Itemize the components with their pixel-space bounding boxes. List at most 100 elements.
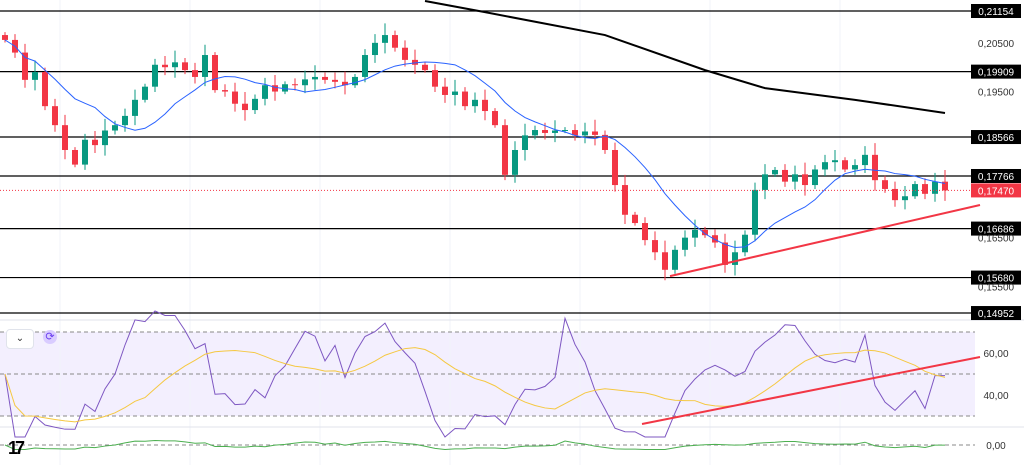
candle: [902, 186, 908, 210]
candle: [612, 142, 618, 192]
candle: [532, 125, 538, 140]
candle: [362, 49, 368, 83]
candle-body: [732, 252, 738, 265]
candle-body: [842, 160, 848, 170]
rsi-tick: 60,00: [983, 349, 1008, 360]
level-label-box: [971, 4, 1021, 18]
candle: [442, 77, 448, 103]
candle-body: [292, 84, 298, 86]
candle: [132, 89, 138, 126]
candle-body: [592, 131, 598, 135]
candle: [322, 72, 328, 84]
candle: [522, 123, 528, 161]
candle-body: [922, 184, 928, 194]
rsi-trendline: [641, 356, 981, 425]
candle-body: [472, 99, 478, 107]
level-label: 0,17766: [978, 172, 1015, 183]
candle: [572, 124, 578, 141]
candle-body: [252, 98, 258, 111]
candle: [312, 65, 318, 90]
candle: [842, 157, 848, 173]
candle-body: [442, 86, 448, 95]
candle: [172, 50, 178, 78]
candle: [492, 108, 498, 128]
candle: [42, 67, 48, 111]
candle-body: [282, 84, 288, 92]
candle: [372, 34, 378, 63]
candle-body: [542, 130, 548, 133]
level-label: 0,18566: [978, 133, 1015, 144]
candle-body: [792, 174, 798, 182]
candle-body: [432, 70, 438, 87]
candle-body: [822, 162, 828, 170]
candle-body: [22, 52, 28, 80]
candle-body: [482, 99, 488, 112]
candle-body: [242, 103, 248, 111]
candle: [162, 55, 168, 76]
candle-body: [622, 185, 628, 215]
candle: [282, 81, 288, 95]
candle: [582, 122, 588, 144]
rsi-tick: 40,00: [983, 391, 1008, 402]
candle: [202, 44, 208, 87]
candle: [722, 233, 728, 273]
candle-body: [862, 154, 868, 166]
candle-body: [852, 165, 858, 170]
candle: [332, 72, 338, 89]
candle-body: [162, 64, 168, 68]
candle-body: [422, 64, 428, 71]
candle-body: [172, 62, 178, 68]
candle-body: [102, 130, 108, 146]
candle: [922, 178, 928, 200]
candle-body: [802, 174, 808, 186]
candle-body: [582, 131, 588, 136]
candle-body: [382, 35, 388, 43]
candle: [62, 114, 68, 160]
candle: [832, 149, 838, 172]
moving-average-line: [4, 39, 946, 248]
candle-body: [612, 149, 618, 186]
level-label-box: [971, 64, 1021, 79]
candle-body: [562, 130, 568, 132]
candle: [682, 230, 688, 257]
candle-body: [632, 214, 638, 224]
candle: [732, 240, 738, 276]
candle-body: [222, 90, 228, 92]
candle-body: [522, 135, 528, 150]
candle-body: [182, 62, 188, 71]
candle: [762, 164, 768, 200]
candle: [652, 231, 658, 261]
candle-body: [502, 125, 508, 175]
candle-body: [332, 79, 338, 82]
level-label-box: [971, 221, 1021, 236]
candle: [932, 172, 938, 202]
candle-body: [412, 59, 418, 65]
candle-body: [142, 86, 148, 100]
candle: [462, 87, 468, 111]
candle-body: [882, 180, 888, 189]
candle-body: [742, 234, 748, 253]
candle: [2, 32, 8, 43]
candle-body: [712, 235, 718, 243]
level-label: 0,16686: [978, 225, 1015, 236]
candle-body: [452, 91, 458, 95]
candle: [182, 57, 188, 75]
candle-body: [372, 42, 378, 56]
candle: [782, 164, 788, 187]
candle-body: [602, 134, 608, 150]
candle: [392, 30, 398, 52]
candle: [72, 147, 78, 168]
collapse-pane-button[interactable]: ⌄: [6, 329, 34, 349]
candle-body: [532, 130, 538, 136]
price-tick: 0,15500: [978, 282, 1015, 293]
candle: [942, 169, 948, 201]
candle: [482, 89, 488, 121]
level-label: 0,21154: [978, 7, 1014, 18]
last-price-label: 0,17470: [978, 186, 1015, 197]
candle-body: [402, 47, 408, 60]
refresh-icon[interactable]: ⟳: [43, 330, 57, 344]
candle-body: [212, 55, 218, 91]
candle: [792, 165, 798, 190]
candle: [862, 146, 868, 173]
